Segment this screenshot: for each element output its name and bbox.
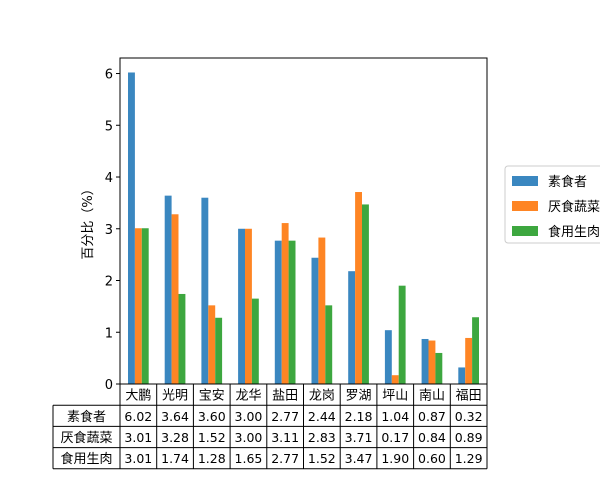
x-tick-label: 福田	[456, 389, 482, 404]
table-cell: 1.04	[381, 409, 409, 424]
bars	[128, 72, 479, 384]
bar	[384, 330, 392, 384]
bar	[428, 340, 436, 384]
table-cell: 2.18	[345, 409, 373, 424]
bar	[208, 305, 216, 384]
legend-swatch	[512, 226, 538, 236]
bar	[325, 305, 333, 384]
y-axis: 0 1 2 3 4 5 6	[105, 68, 120, 393]
table-cell: 0.32	[455, 409, 483, 424]
y-tick-label: 6	[105, 68, 113, 83]
legend-swatch	[512, 176, 538, 186]
table-cell: 1.65	[235, 451, 263, 466]
table-cell: 3.71	[345, 430, 373, 445]
table-cell: 3.01	[124, 451, 152, 466]
table-cell: 3.28	[161, 430, 189, 445]
bar	[164, 195, 172, 384]
bar	[355, 192, 362, 384]
table-cell: 3.01	[124, 430, 152, 445]
bar	[238, 228, 245, 384]
x-tick-label: 光明	[162, 389, 188, 404]
bar	[398, 285, 406, 384]
bar	[215, 317, 223, 384]
table-cell: 3.64	[161, 409, 189, 424]
bar	[128, 72, 135, 384]
y-axis-label: 百分比（%）	[81, 182, 96, 259]
bar	[421, 338, 429, 384]
bar	[362, 204, 369, 384]
table-cell: 3.47	[345, 451, 373, 466]
bar	[348, 271, 356, 384]
table-cell: 1.52	[198, 430, 226, 445]
legend-label: 素食者	[548, 174, 587, 190]
x-tick-label: 龙华	[235, 389, 261, 404]
bar	[281, 223, 289, 384]
legend-label: 食用生肉	[548, 224, 600, 240]
table-cell: 3.00	[235, 430, 263, 445]
table-row-label: 素食者	[67, 409, 106, 425]
table-cell: 3.60	[198, 409, 226, 424]
table-cell: 2.77	[271, 409, 299, 424]
table-cell: 1.29	[455, 451, 483, 466]
y-tick-label: 4	[105, 171, 113, 186]
table-cell: 0.87	[418, 409, 446, 424]
table-cell: 1.52	[308, 451, 336, 466]
y-tick-label: 0	[105, 378, 113, 393]
table-cell: 2.83	[308, 430, 336, 445]
y-tick-label: 2	[105, 275, 113, 290]
bar	[311, 257, 319, 384]
table-cell: 2.44	[308, 409, 336, 424]
table-row-label: 食用生肉	[60, 451, 112, 467]
table-cell: 0.84	[418, 430, 446, 445]
bar	[274, 240, 282, 384]
x-tick-label: 罗湖	[346, 389, 372, 404]
bar	[465, 337, 473, 384]
y-tick-label: 5	[105, 119, 113, 134]
legend-label: 厌食蔬菜	[548, 199, 600, 215]
table-cell: 1.90	[381, 451, 409, 466]
y-tick-label: 3	[105, 223, 113, 238]
table-cell: 0.89	[455, 430, 483, 445]
table-row-label: 厌食蔬菜	[60, 430, 112, 446]
bar	[245, 228, 252, 384]
table-cell: 0.17	[381, 430, 409, 445]
bar	[435, 352, 443, 384]
x-tick-label: 大鹏	[125, 389, 151, 404]
table-cell: 6.02	[124, 409, 152, 424]
bar	[391, 375, 399, 384]
bar	[178, 293, 186, 384]
bar	[251, 298, 259, 384]
x-tick-label: 龙岗	[309, 389, 335, 404]
bar	[201, 197, 209, 384]
x-tick-label: 盐田	[272, 389, 298, 404]
bar	[288, 240, 296, 384]
bar	[472, 317, 479, 384]
x-tick-label: 坪山	[382, 389, 408, 404]
table-cell: 1.74	[161, 451, 189, 466]
table-cell: 3.00	[235, 409, 263, 424]
x-tick-label: 宝安	[199, 389, 225, 404]
bar	[134, 228, 142, 384]
bar	[141, 228, 149, 384]
bar	[318, 237, 326, 384]
table-cell: 3.11	[271, 430, 299, 445]
x-tick-label: 南山	[419, 388, 445, 404]
bar	[171, 214, 179, 384]
table-cell: 2.77	[271, 451, 299, 466]
legend-swatch	[512, 201, 538, 211]
y-tick-label: 1	[105, 326, 113, 341]
table-cell: 1.28	[198, 451, 226, 466]
table-cell: 0.60	[418, 451, 446, 466]
bar	[458, 367, 466, 384]
